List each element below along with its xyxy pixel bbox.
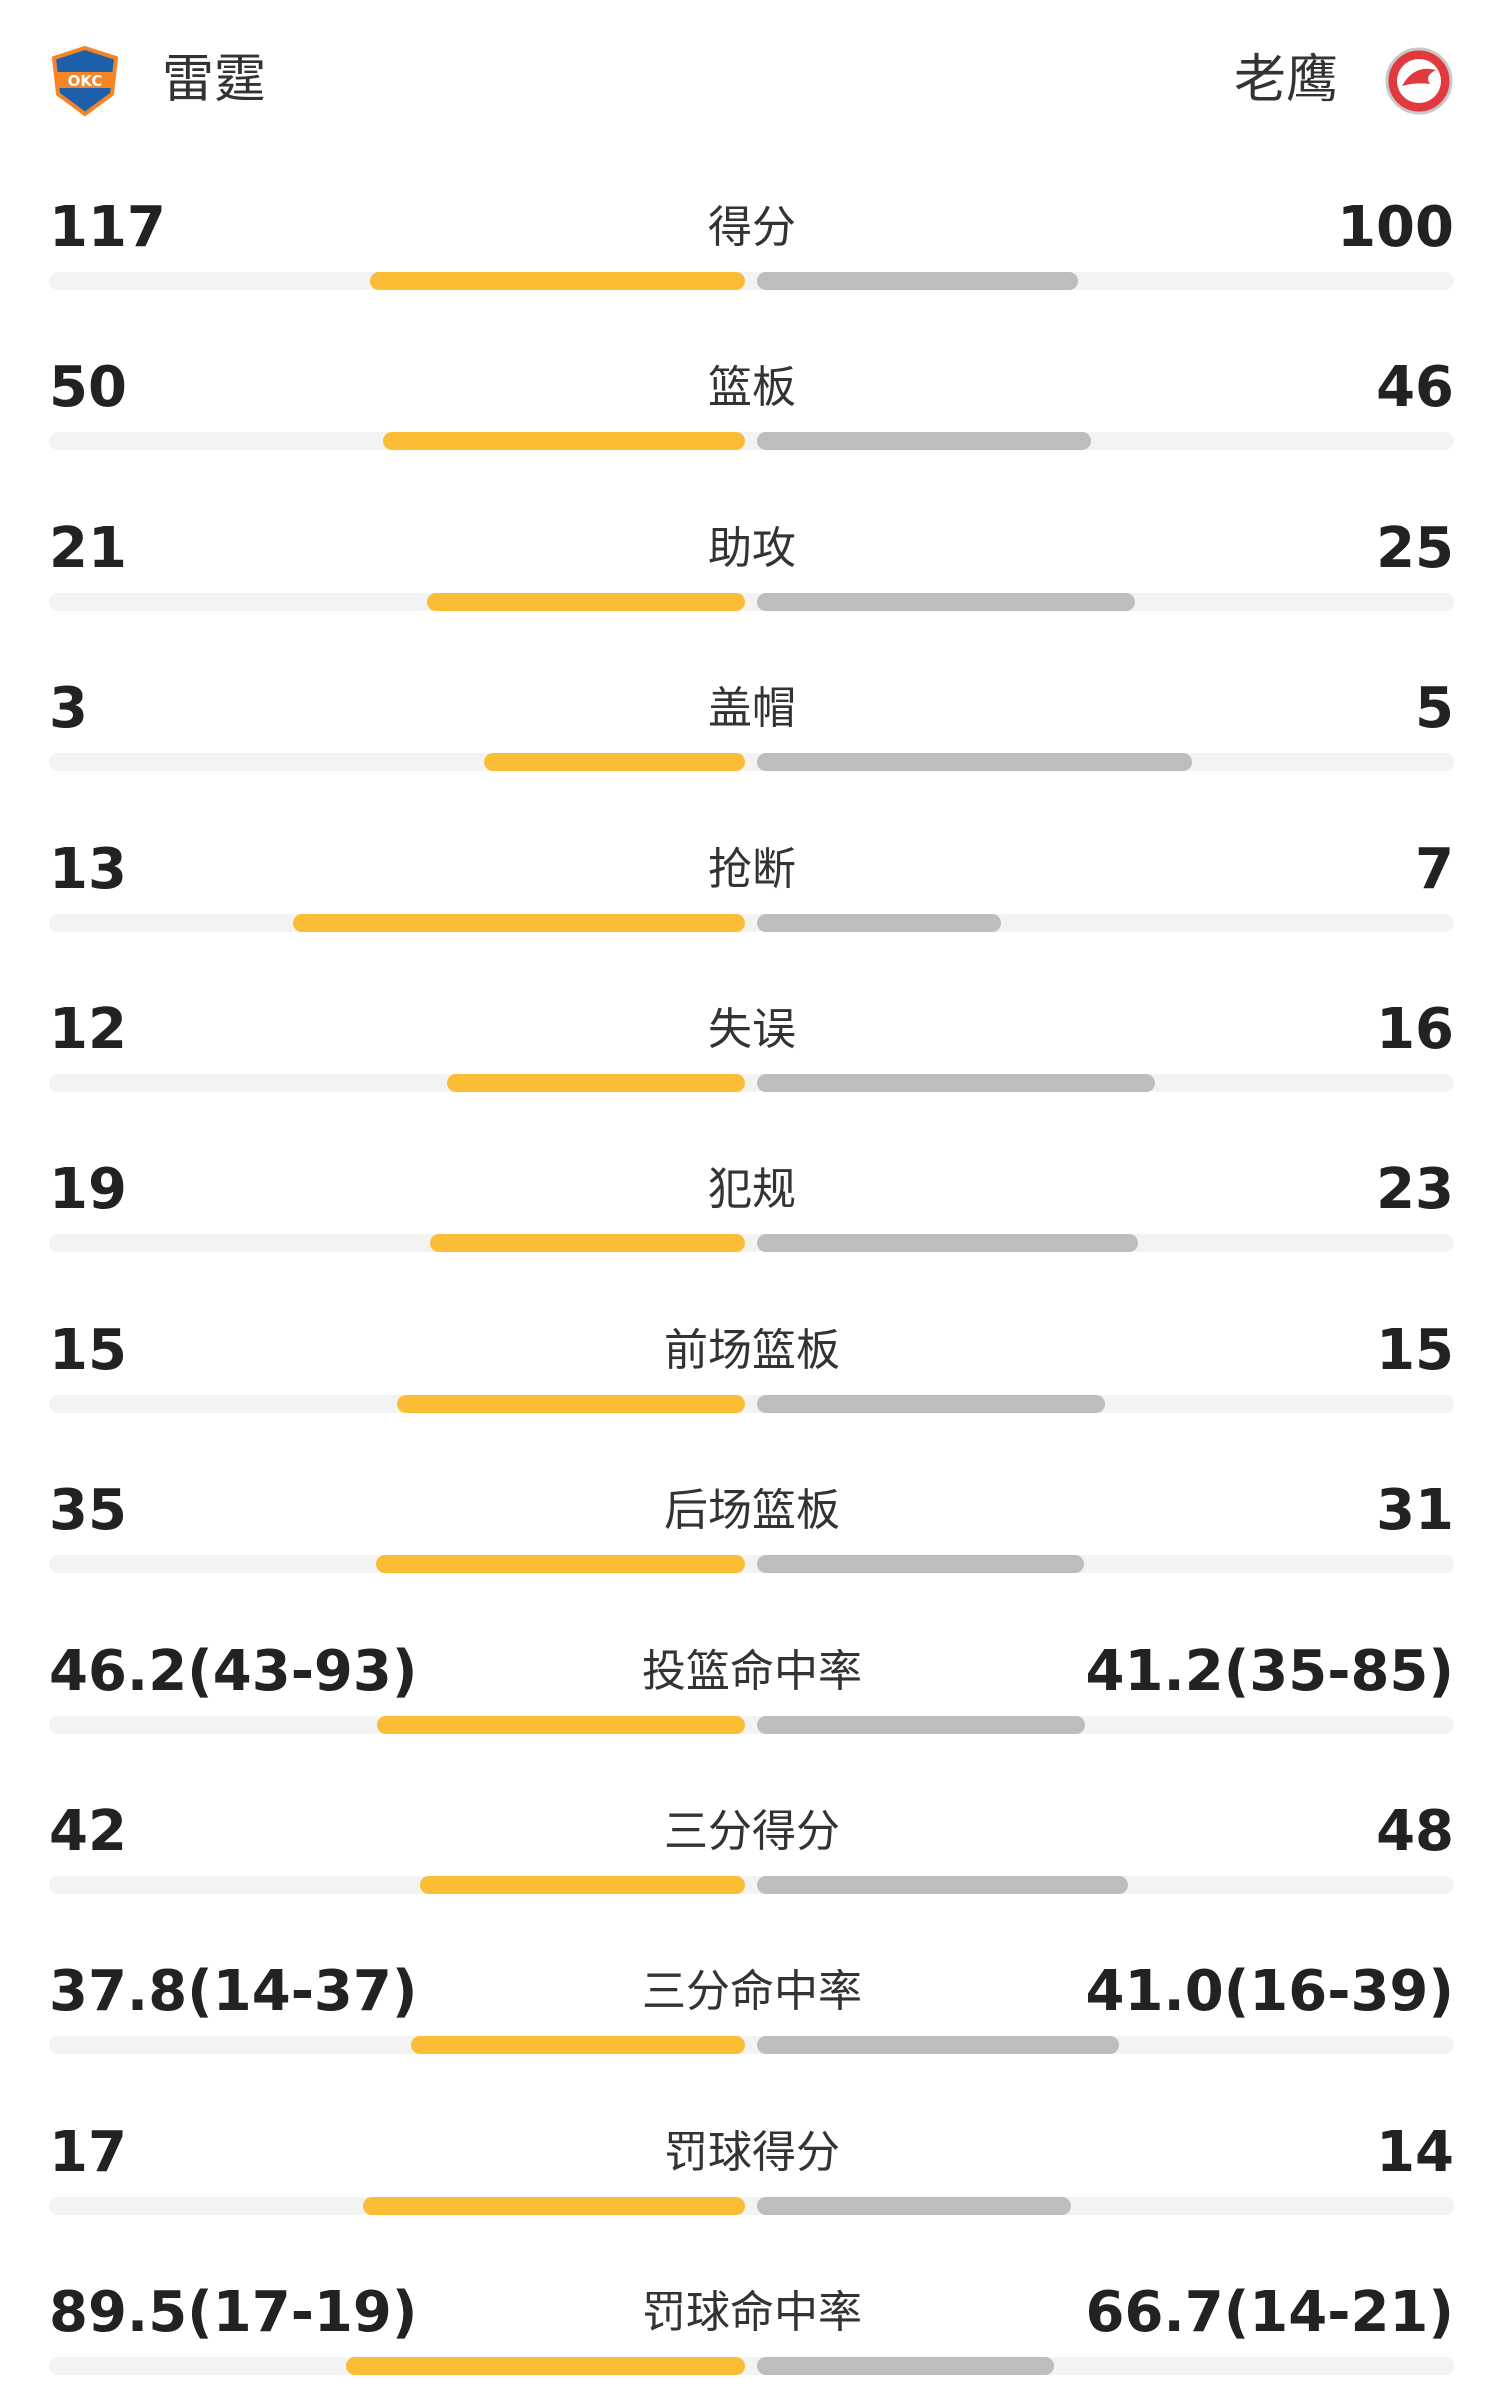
away-bar xyxy=(757,1234,1139,1253)
home-value: 46.2(43-93) xyxy=(49,1638,418,1704)
home-bar xyxy=(446,1074,745,1092)
stat-label: 篮板 xyxy=(708,362,796,414)
home-value: 17 xyxy=(49,2119,127,2185)
home-bar xyxy=(346,2357,745,2376)
away-value: 5 xyxy=(1415,676,1454,742)
stat-label: 投篮命中率 xyxy=(642,1645,862,1697)
track xyxy=(49,272,1454,290)
stat-label: 犯规 xyxy=(708,1164,796,1216)
away-value: 100 xyxy=(1337,195,1454,260)
home-bar xyxy=(292,913,745,932)
track xyxy=(49,1715,1454,1734)
away-bar xyxy=(757,272,1078,290)
away-logo xyxy=(1385,47,1453,115)
away-value: 25 xyxy=(1376,515,1454,581)
home-logo: OKC xyxy=(51,45,119,117)
away-value: 31 xyxy=(1376,1478,1454,1544)
home-value: 42 xyxy=(49,1799,127,1864)
home-bar xyxy=(377,1715,745,1734)
track xyxy=(49,1234,1454,1253)
away-value: 48 xyxy=(1376,1799,1454,1864)
stat-label: 抢断 xyxy=(708,843,796,895)
track xyxy=(49,2196,1454,2215)
home-bar xyxy=(369,272,745,290)
away-bar xyxy=(757,592,1136,611)
home-bar xyxy=(397,1394,745,1413)
away-bar xyxy=(757,2196,1072,2215)
home-value: 89.5(17-19) xyxy=(49,2280,418,2346)
home-bar xyxy=(427,592,745,611)
away-value: 66.7(14-21) xyxy=(1085,2280,1454,2346)
away-value: 7 xyxy=(1415,836,1454,902)
away-value: 23 xyxy=(1376,1157,1454,1223)
home-bar xyxy=(375,1555,745,1574)
track xyxy=(49,1074,1454,1092)
stat-label: 盖帽 xyxy=(708,683,796,735)
stat-label: 后场篮板 xyxy=(664,1485,840,1537)
svg-text:OKC: OKC xyxy=(68,72,103,90)
home-value: 3 xyxy=(49,676,88,742)
away-bar xyxy=(757,753,1192,772)
away-value: 15 xyxy=(1376,1317,1454,1383)
track xyxy=(49,432,1454,451)
away-bar xyxy=(757,2357,1055,2376)
track xyxy=(49,913,1454,932)
home-bar xyxy=(430,1234,745,1253)
stat-label: 前场篮板 xyxy=(664,1324,840,1376)
away-bar xyxy=(757,1876,1129,1894)
home-value: 37.8(14-37) xyxy=(49,1959,418,2025)
home-value: 19 xyxy=(49,1157,127,1223)
track xyxy=(49,1876,1454,1894)
away-value: 46 xyxy=(1376,355,1454,421)
home-value: 21 xyxy=(49,515,127,581)
stat-label: 得分 xyxy=(708,202,796,253)
stat-label: 三分得分 xyxy=(664,1806,840,1857)
away-bar xyxy=(757,1394,1105,1413)
stat-label: 罚球得分 xyxy=(664,2126,840,2178)
away-bar xyxy=(757,1074,1155,1092)
away-value: 41.0(16-39) xyxy=(1085,1959,1454,2025)
track xyxy=(49,592,1454,611)
home-value: 12 xyxy=(49,997,127,1062)
home-value: 13 xyxy=(49,836,127,902)
home-value: 15 xyxy=(49,1317,127,1383)
away-bar xyxy=(757,1555,1084,1574)
home-value: 50 xyxy=(49,355,127,421)
home-bar xyxy=(420,1876,745,1894)
away-value: 16 xyxy=(1376,997,1454,1062)
track xyxy=(49,2036,1454,2055)
away-bar xyxy=(757,2036,1120,2055)
stat-label: 罚球命中率 xyxy=(642,2287,862,2339)
track xyxy=(49,2357,1454,2376)
away-value: 14 xyxy=(1376,2119,1454,2185)
home-value: 35 xyxy=(49,1478,127,1544)
stat-label: 失误 xyxy=(708,1004,796,1055)
home-bar xyxy=(484,753,745,772)
away-team: 老鹰 xyxy=(1233,50,1338,110)
home-bar xyxy=(411,2036,745,2055)
stat-label: 助攻 xyxy=(708,522,796,574)
home-value: 117 xyxy=(49,195,166,260)
home-bar xyxy=(382,432,745,451)
away-bar xyxy=(757,1715,1086,1734)
track xyxy=(49,1555,1454,1574)
home-bar xyxy=(363,2196,745,2215)
stat-label: 三分命中率 xyxy=(642,1966,862,2018)
home-team: 雷霆 xyxy=(162,50,267,110)
away-bar xyxy=(757,913,1001,932)
track xyxy=(49,753,1454,772)
away-bar xyxy=(757,432,1091,451)
track xyxy=(49,1394,1454,1413)
away-value: 41.2(35-85) xyxy=(1085,1638,1454,1704)
